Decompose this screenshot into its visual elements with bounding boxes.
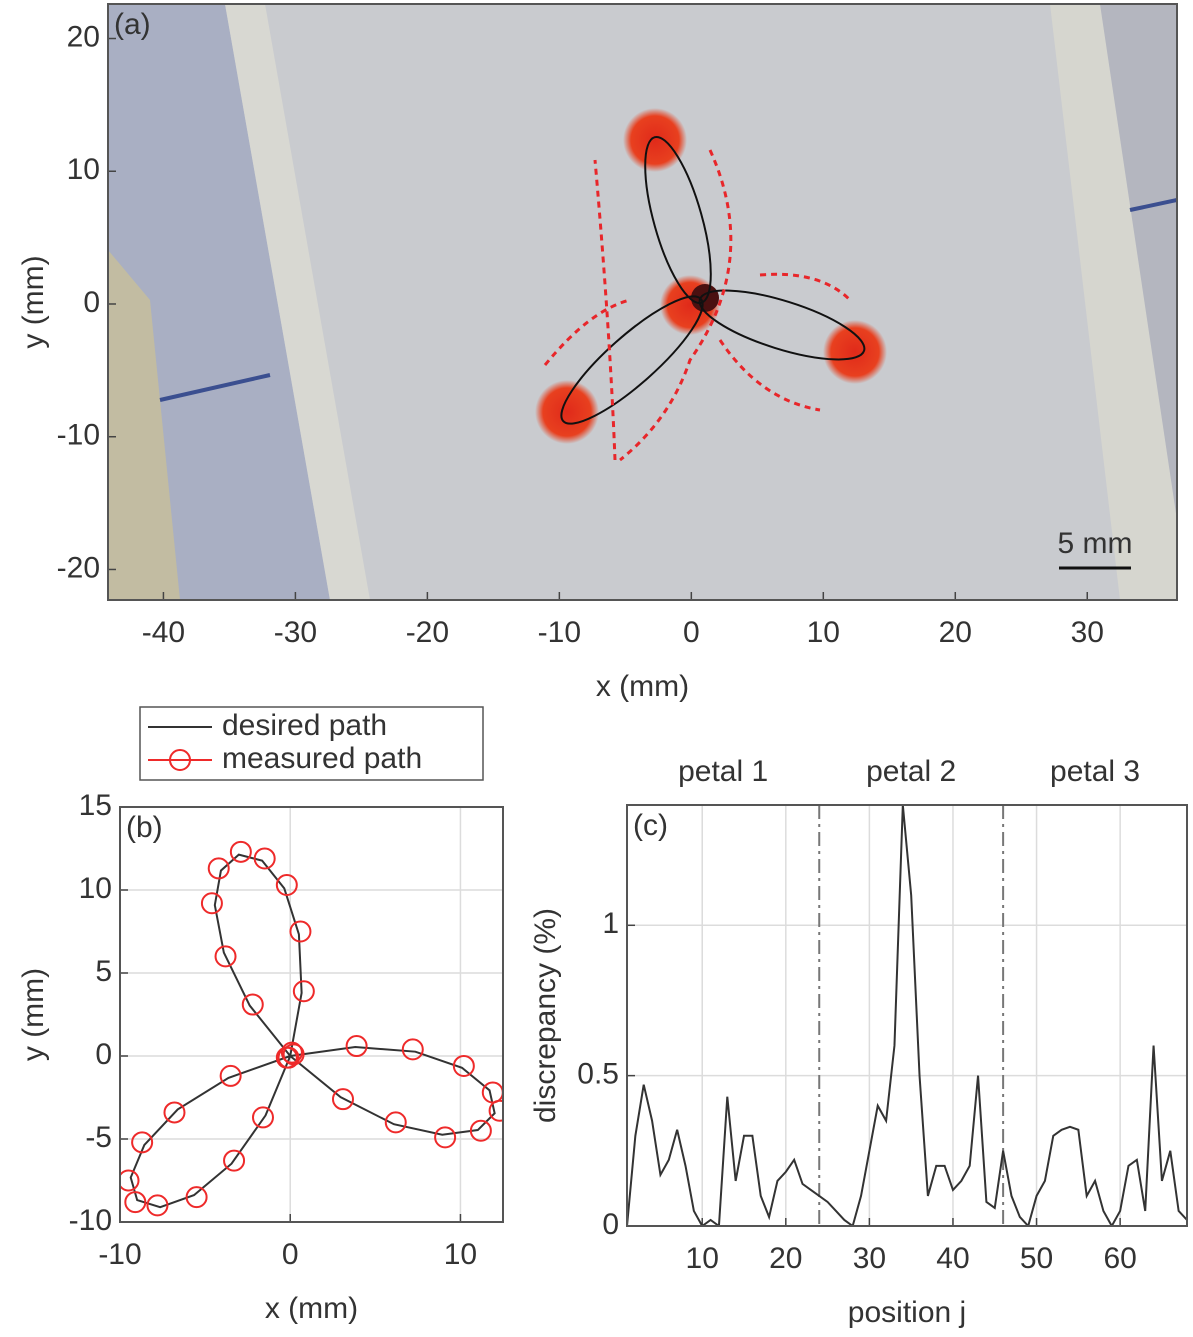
x-tick-label: 30 bbox=[853, 1242, 886, 1275]
y-axis-label: discrepancy (%) bbox=[529, 908, 562, 1123]
annotation: petal 2 bbox=[866, 755, 956, 788]
line bbox=[129, 853, 496, 1209]
marker bbox=[229, 840, 252, 863]
marker bbox=[345, 1035, 368, 1058]
marker bbox=[214, 945, 237, 968]
marker bbox=[200, 892, 223, 915]
x-tick-label: -10 bbox=[538, 616, 581, 649]
marker bbox=[469, 1119, 492, 1142]
marker bbox=[384, 1111, 407, 1134]
x-tick-label: -10 bbox=[98, 1238, 141, 1271]
marker bbox=[241, 993, 264, 1016]
y-tick-label: 0.5 bbox=[577, 1058, 619, 1091]
panel-label: (b) bbox=[126, 811, 163, 844]
marker bbox=[219, 1064, 242, 1087]
x-tick-label: 10 bbox=[444, 1238, 477, 1271]
panel-label: (c) bbox=[633, 809, 668, 842]
y-tick-label: -20 bbox=[57, 551, 100, 584]
x-axis-label: position j bbox=[848, 1296, 966, 1329]
marker bbox=[223, 1149, 246, 1172]
legend-box bbox=[139, 706, 484, 781]
panel-label: (a) bbox=[114, 8, 151, 41]
axes-frame bbox=[107, 3, 1178, 601]
marker bbox=[275, 1046, 298, 1069]
x-tick-label: 0 bbox=[683, 616, 700, 649]
annotation: petal 3 bbox=[1050, 755, 1140, 788]
y-tick-label: 10 bbox=[67, 153, 100, 186]
plot-area bbox=[627, 805, 1187, 1226]
y-tick-label: 10 bbox=[79, 872, 112, 905]
y-tick-label: 20 bbox=[67, 20, 100, 53]
y-axis-label: y (mm) bbox=[17, 255, 50, 348]
x-tick-label: -30 bbox=[274, 616, 317, 649]
marker bbox=[452, 1054, 475, 1077]
marker bbox=[292, 980, 315, 1003]
series bbox=[129, 853, 496, 1209]
y-tick-label: 0 bbox=[95, 1038, 112, 1071]
legend-marker bbox=[169, 749, 191, 771]
axes-frame bbox=[119, 806, 504, 1223]
x-axis-label: x (mm) bbox=[265, 1292, 358, 1325]
marker bbox=[280, 1041, 303, 1064]
x-tick-label: 10 bbox=[807, 616, 840, 649]
axes-frame bbox=[626, 804, 1188, 1227]
marker bbox=[434, 1126, 457, 1149]
y-tick-label: 0 bbox=[83, 286, 100, 319]
line bbox=[627, 805, 1187, 1226]
scale-bar-label: 5 mm bbox=[1058, 527, 1133, 560]
legend-label: measured path bbox=[222, 742, 422, 775]
marker bbox=[251, 1106, 274, 1129]
y-tick-label: 15 bbox=[79, 789, 112, 822]
x-tick-label: 0 bbox=[282, 1238, 299, 1271]
marker bbox=[275, 874, 298, 897]
y-tick-label: 1 bbox=[602, 907, 619, 940]
x-axis-label: x (mm) bbox=[596, 670, 689, 703]
x-tick-label: 40 bbox=[936, 1242, 969, 1275]
marker bbox=[163, 1101, 186, 1124]
marker bbox=[124, 1191, 147, 1214]
marker bbox=[207, 857, 230, 880]
marker bbox=[185, 1186, 208, 1209]
annotation: petal 1 bbox=[678, 755, 768, 788]
y-axis-label: y (mm) bbox=[17, 968, 50, 1061]
x-tick-label: 20 bbox=[939, 616, 972, 649]
x-tick-label: 10 bbox=[686, 1242, 719, 1275]
x-tick-label: -40 bbox=[142, 616, 185, 649]
y-tick-label: 0 bbox=[602, 1208, 619, 1241]
x-tick-label: 50 bbox=[1020, 1242, 1053, 1275]
x-tick-label: 20 bbox=[769, 1242, 802, 1275]
marker bbox=[131, 1131, 154, 1154]
marker bbox=[289, 920, 312, 943]
photo bbox=[108, 4, 1177, 600]
y-tick-label: 5 bbox=[95, 955, 112, 988]
marker bbox=[146, 1194, 169, 1217]
y-tick-label: -10 bbox=[69, 1204, 112, 1237]
marker bbox=[401, 1038, 424, 1061]
plot-area bbox=[120, 807, 503, 1222]
x-tick-label: 60 bbox=[1103, 1242, 1136, 1275]
marker bbox=[331, 1088, 354, 1111]
y-tick-label: -5 bbox=[85, 1121, 112, 1154]
marker bbox=[253, 847, 276, 870]
x-tick-label: 30 bbox=[1071, 616, 1104, 649]
y-tick-label: -10 bbox=[57, 419, 100, 452]
series bbox=[120, 840, 503, 1217]
legend-label: desired path bbox=[222, 709, 387, 742]
x-tick-label: -20 bbox=[406, 616, 449, 649]
marker bbox=[120, 1169, 140, 1192]
series bbox=[627, 805, 1187, 1226]
